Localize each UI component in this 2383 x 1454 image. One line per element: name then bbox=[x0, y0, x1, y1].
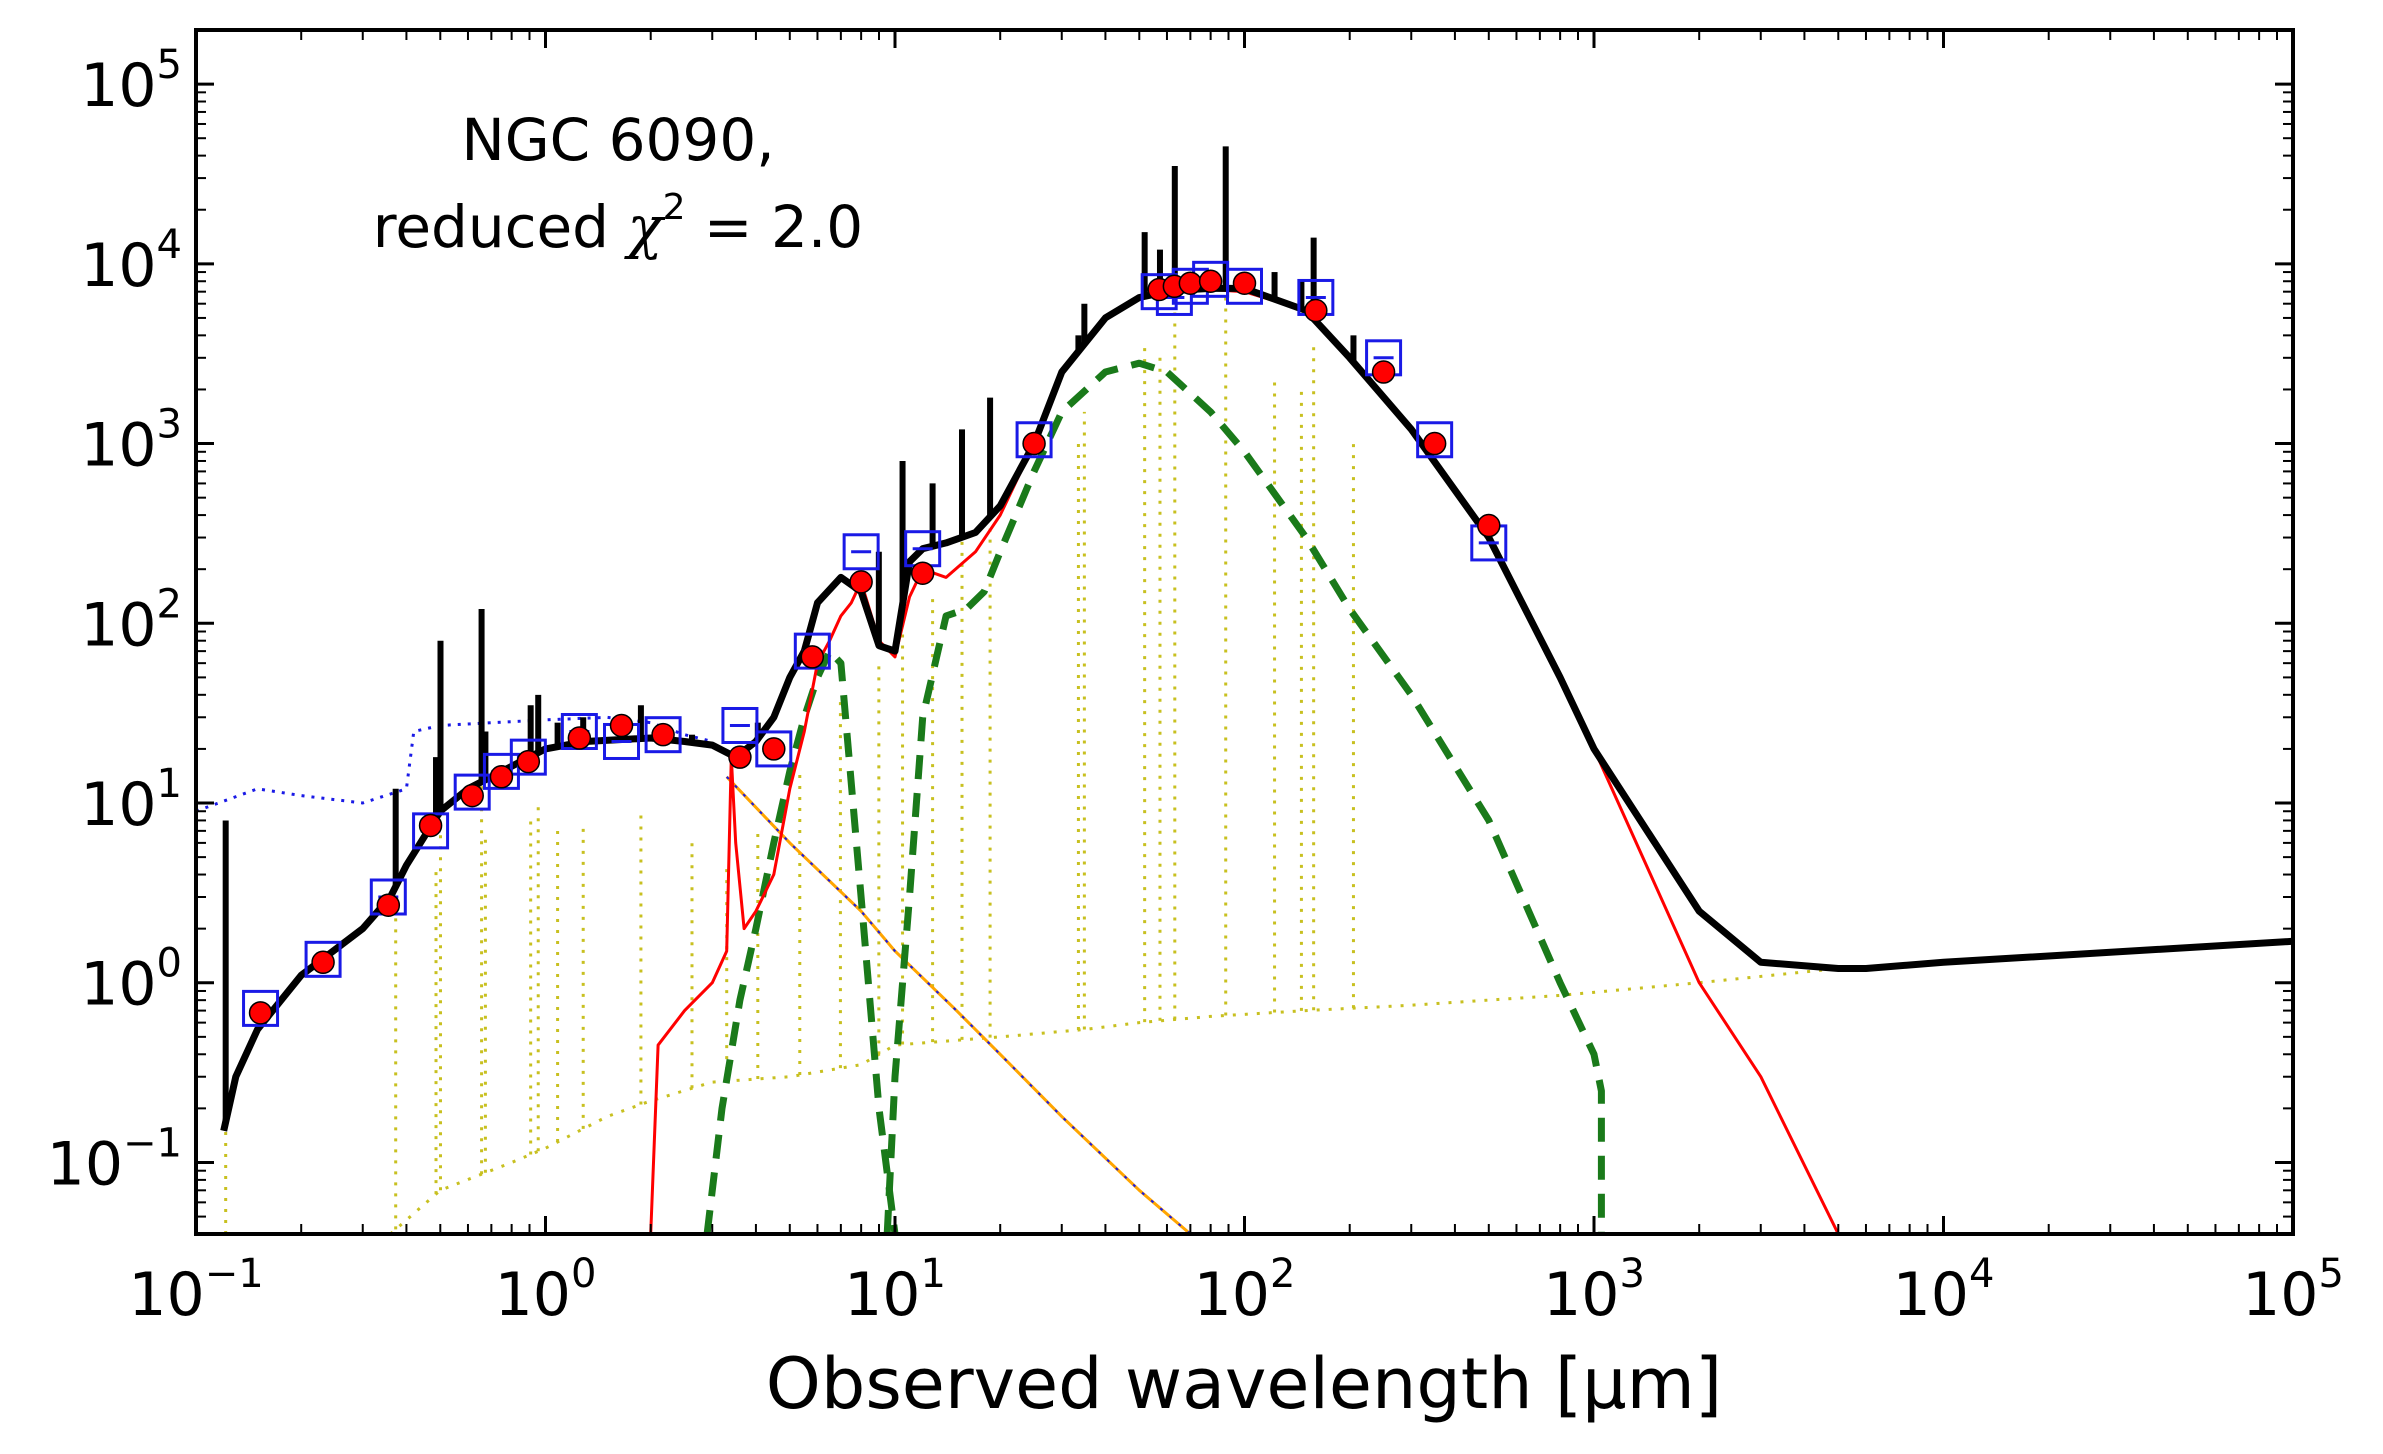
dust-component-hot-line bbox=[703, 647, 899, 1234]
y-tick-label-base: 10 bbox=[80, 950, 156, 1020]
observed-data-point bbox=[1015, 421, 1053, 459]
x-tick-label: 104 bbox=[1893, 1251, 1995, 1330]
y-tick-label: 102 bbox=[80, 581, 182, 660]
model-flux-point bbox=[728, 745, 752, 769]
model-flux-point bbox=[849, 570, 873, 594]
model-flux-point bbox=[376, 893, 401, 917]
y-tick-label-base: 10 bbox=[80, 231, 156, 301]
model-flux-point bbox=[1232, 271, 1257, 295]
axis-tick-labels: 10−1 100 101 102 103 104 10510−110010110210310… bbox=[47, 42, 2344, 1330]
observed-data-point bbox=[1226, 267, 1263, 305]
annotation-chi-symbol: χ bbox=[623, 193, 665, 261]
observed-data-point bbox=[509, 738, 547, 776]
attenuated-stellar-line bbox=[725, 775, 1192, 1234]
y-tick-label-exponent: 1 bbox=[157, 761, 182, 807]
x-tick-label-base: 10 bbox=[1543, 1260, 1619, 1330]
y-tick-label: 105 bbox=[80, 42, 182, 121]
model-flux-point bbox=[1371, 360, 1396, 384]
x-tick-label-base: 10 bbox=[495, 1260, 571, 1330]
annotation-chi2-prefix: reduced bbox=[373, 193, 628, 261]
observed-data-point bbox=[721, 706, 759, 744]
x-tick-label: 10−1 bbox=[128, 1251, 263, 1330]
y-tick-label-base: 10 bbox=[80, 590, 156, 660]
observed-data-point bbox=[842, 533, 880, 571]
dust-component-cool-line bbox=[883, 359, 1605, 1234]
model-flux-point bbox=[418, 813, 443, 838]
x-tick-label-exponent: 3 bbox=[1619, 1251, 1644, 1297]
x-tick-label-exponent: 1 bbox=[920, 1251, 945, 1297]
y-tick-label: 10−1 bbox=[47, 1120, 182, 1199]
x-tick-label: 102 bbox=[1194, 1251, 1296, 1330]
model-flux-point bbox=[1304, 298, 1328, 323]
model-flux-point bbox=[567, 726, 592, 750]
model-flux-point bbox=[1022, 431, 1046, 456]
x-axis-label: Observed wavelength [μm] bbox=[766, 1343, 1722, 1425]
y-tick-label-exponent: 2 bbox=[157, 581, 182, 627]
y-tick-label-exponent: −1 bbox=[123, 1120, 182, 1166]
annotation-galaxy-name: NGC 6090, bbox=[461, 106, 774, 174]
model-flux-point bbox=[460, 783, 484, 808]
model-flux-point bbox=[1198, 269, 1223, 294]
x-tick-label-exponent: 5 bbox=[2318, 1251, 2343, 1297]
observed-data-point bbox=[1416, 421, 1454, 459]
annotation-chi2: reduced χ2 = 2.0 bbox=[373, 187, 863, 261]
model-flux-point bbox=[489, 765, 514, 789]
x-tick-label-exponent: 4 bbox=[1969, 1251, 1994, 1297]
x-tick-label-exponent: 0 bbox=[571, 1251, 596, 1297]
model-flux-point bbox=[651, 722, 675, 747]
y-tick-label-exponent: 0 bbox=[157, 941, 182, 987]
model-flux-point bbox=[910, 561, 935, 585]
x-tick-label-base: 10 bbox=[1893, 1260, 1969, 1330]
x-tick-label-base: 10 bbox=[1194, 1260, 1270, 1330]
y-tick-label: 101 bbox=[80, 761, 182, 840]
annotation-chi2-value: = 2.0 bbox=[686, 193, 864, 261]
axis-ticks bbox=[194, 29, 2295, 1235]
y-tick-label: 104 bbox=[80, 222, 182, 301]
x-tick-label: 105 bbox=[2242, 1251, 2344, 1330]
observed-data-point bbox=[644, 716, 682, 754]
plot-area bbox=[196, 146, 2293, 1234]
x-tick-label-exponent: −1 bbox=[205, 1251, 264, 1297]
y-tick-label-exponent: 4 bbox=[157, 222, 182, 268]
y-tick-label-base: 10 bbox=[80, 51, 156, 121]
y-tick-label-base: 10 bbox=[80, 770, 156, 840]
observed-data-point bbox=[304, 940, 342, 978]
x-tick-label: 100 bbox=[495, 1251, 597, 1330]
y-tick-label-base: 10 bbox=[47, 1129, 123, 1199]
x-tick-label-base: 10 bbox=[2242, 1260, 2318, 1330]
model-flux-point bbox=[311, 950, 335, 975]
model-flux-point bbox=[800, 645, 825, 669]
observed-data-point bbox=[242, 989, 280, 1027]
x-tick-label-base: 10 bbox=[844, 1260, 920, 1330]
x-tick-label: 101 bbox=[844, 1251, 946, 1330]
y-tick-label-base: 10 bbox=[80, 411, 156, 481]
model-flux-point bbox=[516, 749, 541, 774]
observed-data-point bbox=[755, 730, 793, 768]
model-flux-point bbox=[1178, 271, 1203, 295]
model-flux-point bbox=[1422, 431, 1447, 456]
observed-data-point bbox=[453, 773, 491, 811]
model-flux-point bbox=[609, 713, 634, 738]
x-tick-label: 103 bbox=[1543, 1251, 1645, 1330]
y-tick-label-exponent: 3 bbox=[157, 402, 182, 448]
x-tick-label-exponent: 2 bbox=[1270, 1251, 1295, 1297]
annotation-chi-exponent: 2 bbox=[663, 187, 686, 228]
model-flux-point bbox=[1477, 513, 1501, 538]
x-tick-label-base: 10 bbox=[128, 1260, 204, 1330]
points-layer bbox=[242, 260, 1508, 1027]
y-tick-label-exponent: 5 bbox=[157, 42, 182, 88]
y-tick-label: 103 bbox=[80, 402, 182, 481]
model-flux-point bbox=[248, 1001, 273, 1025]
model-flux-point bbox=[762, 737, 786, 761]
y-tick-label: 100 bbox=[80, 941, 182, 1020]
fit-annotation: NGC 6090, reduced χ2 = 2.0 bbox=[373, 106, 863, 261]
